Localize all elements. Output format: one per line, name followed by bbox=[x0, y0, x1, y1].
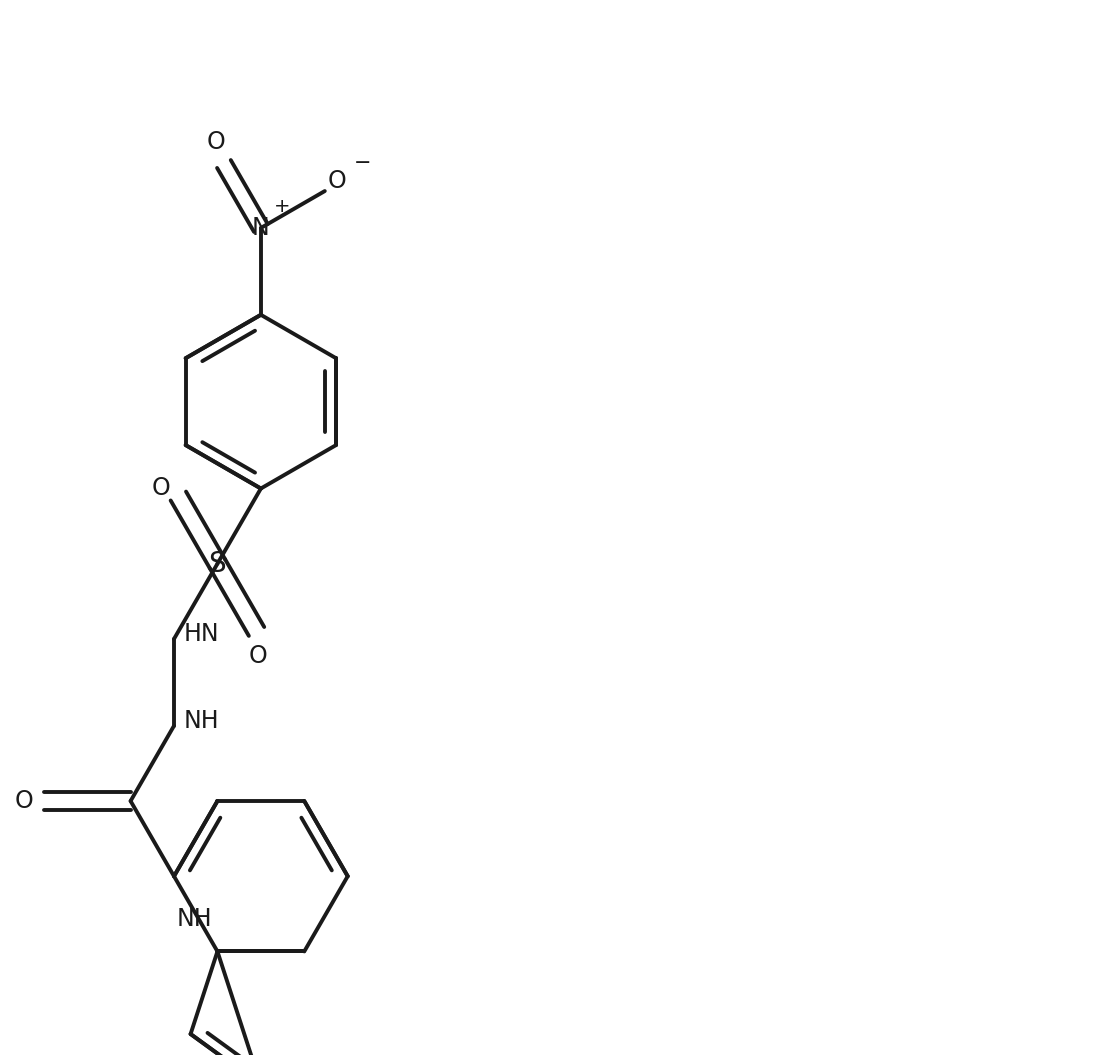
Text: O: O bbox=[14, 789, 33, 813]
Text: O: O bbox=[327, 169, 346, 193]
Text: +: + bbox=[274, 196, 290, 216]
Text: O: O bbox=[206, 131, 225, 154]
Text: −: − bbox=[353, 153, 371, 173]
Text: N: N bbox=[252, 216, 269, 240]
Text: S: S bbox=[209, 550, 226, 578]
Text: NH: NH bbox=[177, 908, 212, 931]
Text: O: O bbox=[151, 476, 170, 500]
Text: O: O bbox=[250, 644, 268, 668]
Text: HN: HN bbox=[184, 622, 220, 646]
Text: NH: NH bbox=[184, 708, 220, 733]
